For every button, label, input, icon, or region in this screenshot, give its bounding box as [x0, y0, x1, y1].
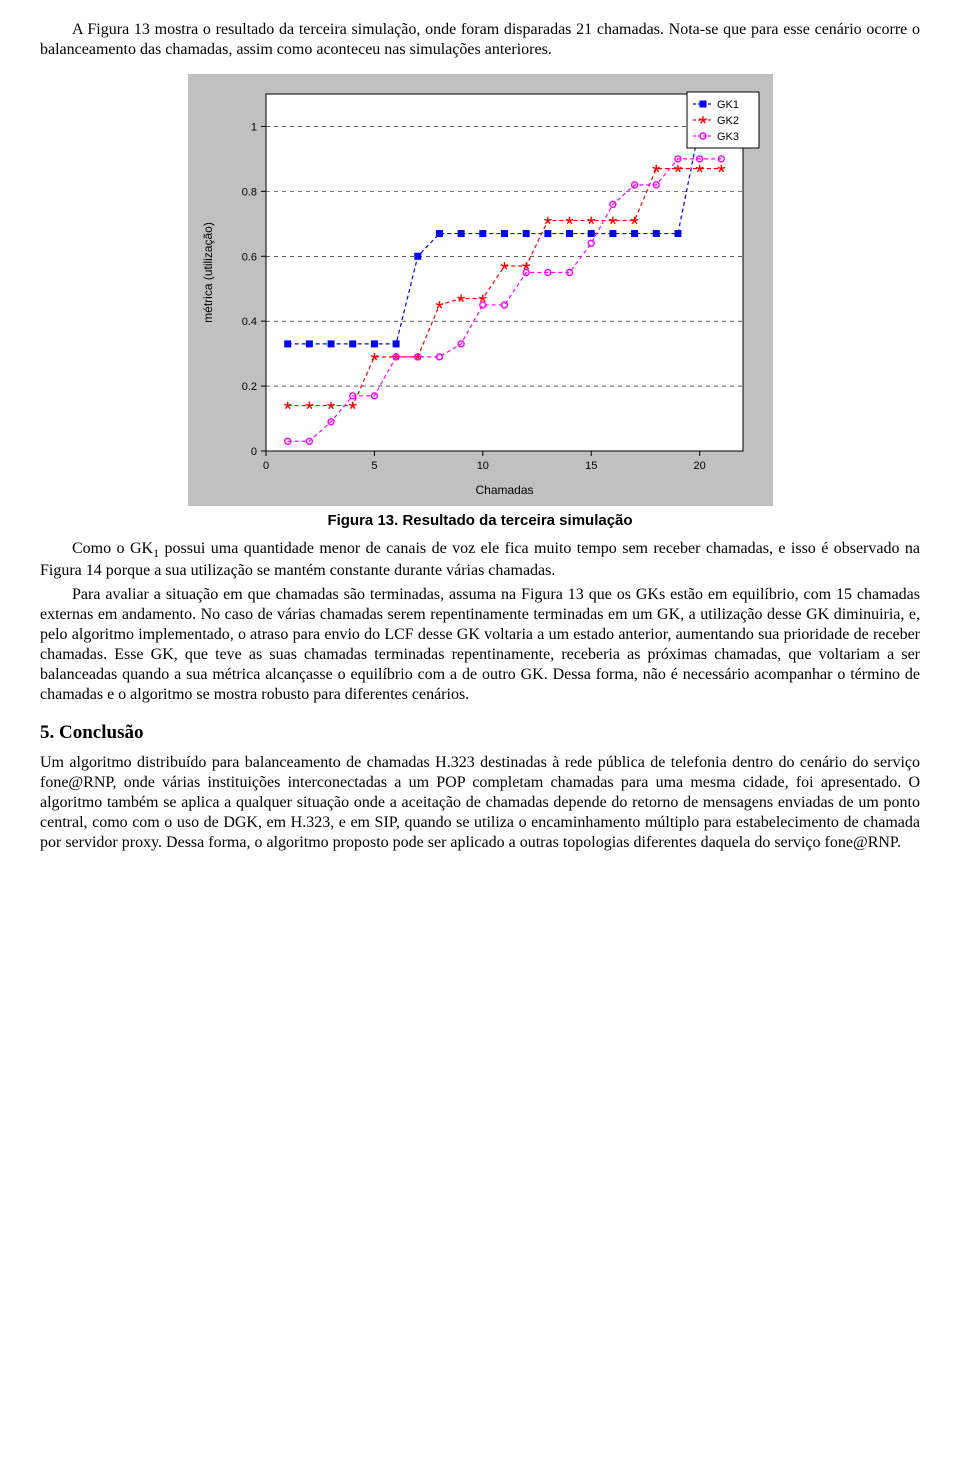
para2-a: Como o GK — [72, 540, 153, 557]
para2-b: possui uma quantidade menor de canais de… — [40, 540, 920, 579]
svg-text:15: 15 — [585, 460, 597, 472]
paragraph-gk1: Como o GK1 possui uma quantidade menor d… — [40, 539, 920, 581]
svg-text:20: 20 — [693, 460, 705, 472]
svg-text:0.2: 0.2 — [241, 381, 256, 393]
svg-text:GK2: GK2 — [717, 115, 739, 127]
svg-text:10: 10 — [476, 460, 488, 472]
svg-text:métrica (utilização): métrica (utilização) — [201, 222, 215, 323]
svg-text:0.8: 0.8 — [241, 186, 256, 198]
conclusion-paragraph: Um algoritmo distribuído para balanceame… — [40, 753, 920, 853]
svg-text:5: 5 — [371, 460, 377, 472]
section-heading: 5. Conclusão — [40, 721, 920, 745]
svg-text:GK1: GK1 — [717, 99, 739, 111]
svg-text:0.6: 0.6 — [241, 251, 256, 263]
svg-text:GK3: GK3 — [717, 131, 739, 143]
figure-13: 00.20.40.60.8105101520Chamadasmétrica (u… — [40, 74, 920, 531]
paragraph-analysis: Para avaliar a situação em que chamadas … — [40, 585, 920, 705]
svg-text:1: 1 — [250, 121, 256, 133]
svg-text:0: 0 — [250, 446, 256, 458]
svg-text:0: 0 — [262, 460, 268, 472]
svg-text:Chamadas: Chamadas — [475, 483, 533, 497]
intro-paragraph: A Figura 13 mostra o resultado da tercei… — [40, 20, 920, 60]
figure-caption: Figura 13. Resultado da terceira simulaç… — [40, 512, 920, 531]
svg-text:0.4: 0.4 — [241, 316, 256, 328]
chart-plot: 00.20.40.60.8105101520Chamadasmétrica (u… — [188, 74, 773, 506]
